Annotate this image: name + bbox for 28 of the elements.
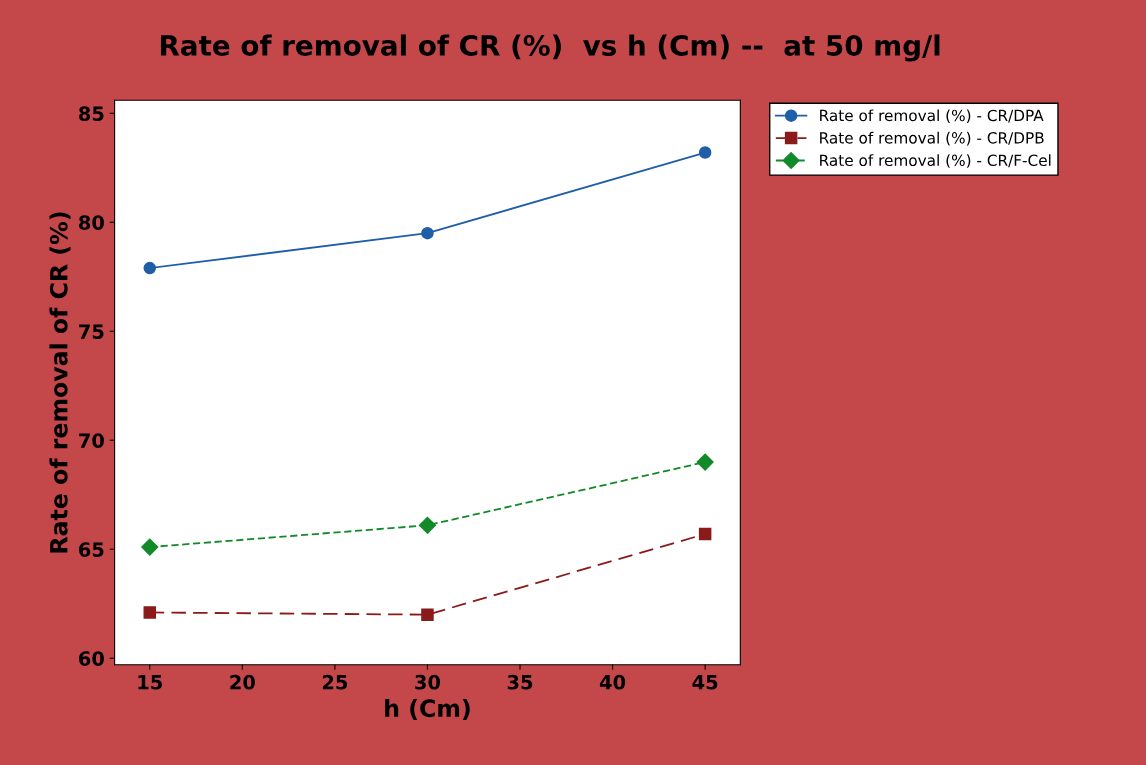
x-axis-title: h (Cm) (385, 698, 470, 720)
y-tick-label: 60 (79, 651, 104, 666)
x-tick-label: 30 (415, 674, 441, 690)
point (696, 453, 714, 471)
point (698, 527, 712, 541)
legend-label: Rate of removal (%) - CR/DPB (820, 131, 1044, 146)
y-tick-label: 85 (79, 106, 104, 121)
chart-title: Rate of removal of CR (%) vs h (Cm) -- at 50 mg/l (160, 34, 940, 62)
point (141, 538, 159, 556)
x-tick-label: 45 (692, 675, 718, 690)
legend-label: Rate of removal (%) - CR/F-Cel (820, 154, 1051, 168)
legend-label: Rate of removal (%) - CR/DPA (820, 109, 1044, 123)
point (698, 146, 712, 159)
point (421, 226, 434, 240)
point (143, 261, 157, 275)
x-tick-label: 40 (599, 674, 626, 690)
y-tick-label: 70 (79, 433, 104, 448)
x-tick-label: 25 (322, 674, 348, 690)
x-tick-label: 20 (230, 674, 255, 690)
y-axis-title: Rate of removal of CR (%) (49, 212, 71, 553)
x-tick-label: 35 (507, 674, 533, 690)
y-tick-label: 75 (79, 324, 104, 339)
point (143, 606, 157, 619)
point (418, 516, 437, 534)
x-tick-label: 15 (138, 675, 162, 690)
point (421, 608, 434, 621)
y-tick-label: 65 (79, 542, 104, 557)
y-tick-label: 80 (79, 215, 104, 230)
